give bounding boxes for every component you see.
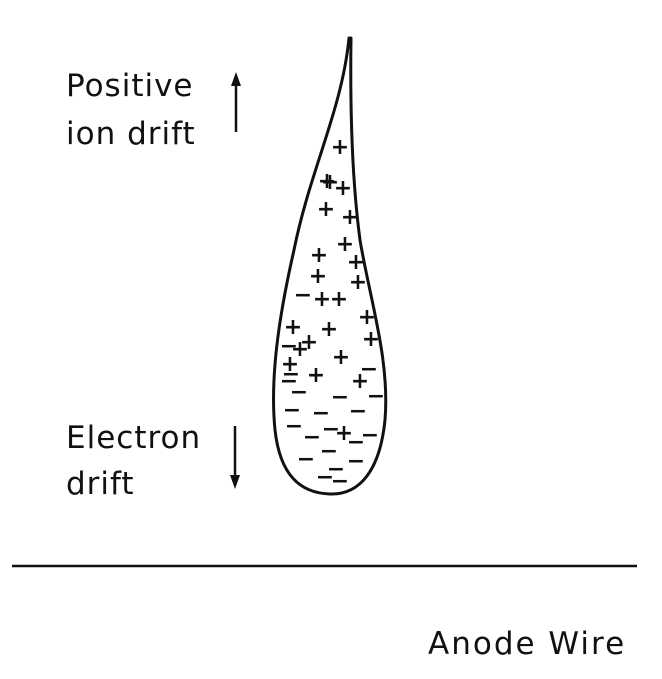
positive-charge: + xyxy=(291,337,309,362)
negative-charge: − xyxy=(283,398,301,423)
positive-charge: + xyxy=(335,421,353,446)
electron-label-line2: drift xyxy=(66,466,135,502)
positive-charge: + xyxy=(321,170,339,195)
positive-charge: + xyxy=(281,352,299,377)
positive-charge: + xyxy=(334,176,352,201)
negative-charge: − xyxy=(290,380,308,405)
positive-charge: + xyxy=(349,270,367,295)
positive-charge: + xyxy=(320,317,338,342)
positive-charge: + xyxy=(341,205,359,230)
negative-charge: − xyxy=(280,369,298,394)
negative-charge: − xyxy=(349,399,367,424)
positive-charge: + xyxy=(362,327,380,352)
negative-charge: − xyxy=(280,334,298,359)
positive-ion-label-line2: ion drift xyxy=(66,116,196,152)
positive-charge: + xyxy=(309,264,327,289)
negative-charge: − xyxy=(347,449,365,474)
negative-charge: − xyxy=(360,357,378,382)
charge-cloud: ++++ +++ ++ ++++ ++ +++ + +++++−−−− −− − −− −−− − −− −… xyxy=(280,135,385,494)
negative-charge: − xyxy=(285,414,303,439)
positive-charge: + xyxy=(313,287,331,312)
negative-charge: − xyxy=(331,469,349,494)
positive-ion-label-line1: Positive xyxy=(66,68,194,104)
electron-drift-arrow xyxy=(230,426,240,489)
negative-charge: − xyxy=(322,417,340,442)
negative-charge: − xyxy=(294,283,312,308)
positive-charge: + xyxy=(318,169,336,194)
positive-charge: + xyxy=(307,363,325,388)
negative-charge: − xyxy=(327,457,345,482)
positive-charge: + xyxy=(300,330,318,355)
negative-charge: − xyxy=(331,385,349,410)
positive-charge: + xyxy=(284,315,302,340)
ion-drift-arrow xyxy=(231,72,241,132)
negative-charge: − xyxy=(316,465,334,490)
electron-label-line1: Electron xyxy=(66,420,202,456)
positive-charge: + xyxy=(317,197,335,222)
anode-wire-label: Anode Wire xyxy=(428,626,627,662)
negative-charge: − xyxy=(282,362,300,387)
positive-charge: + xyxy=(331,135,349,160)
negative-charge: − xyxy=(312,401,330,426)
negative-charge: − xyxy=(347,430,365,455)
avalanche-drop-outline xyxy=(272,36,388,496)
positive-charge: + xyxy=(336,232,354,257)
positive-charge: + xyxy=(347,250,365,275)
positive-charge: + xyxy=(310,243,328,268)
positive-charge: + xyxy=(330,287,348,312)
negative-charge: − xyxy=(303,425,321,450)
positive-charge: + xyxy=(351,369,369,394)
positive-charge: + xyxy=(358,305,376,330)
negative-charge: − xyxy=(297,447,315,472)
positive-charge: + xyxy=(332,345,350,370)
negative-charge: − xyxy=(320,439,338,464)
negative-charge: − xyxy=(367,384,385,409)
negative-charge: − xyxy=(361,423,379,448)
